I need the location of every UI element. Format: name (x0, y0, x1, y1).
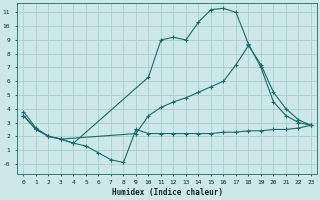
X-axis label: Humidex (Indice chaleur): Humidex (Indice chaleur) (112, 188, 223, 197)
